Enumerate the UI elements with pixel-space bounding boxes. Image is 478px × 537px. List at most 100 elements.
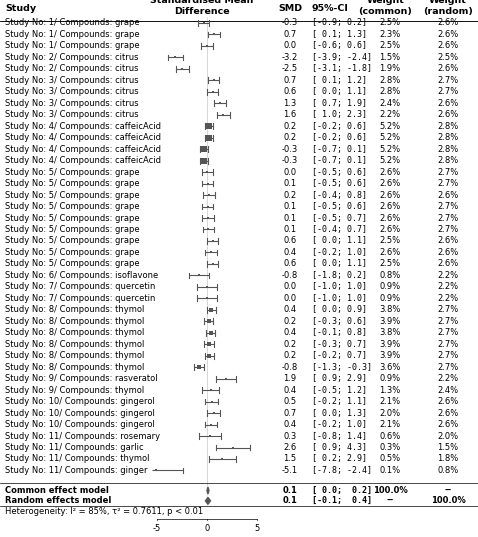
Text: [-7.8; -2.4]: [-7.8; -2.4] (312, 466, 372, 475)
Text: Study No: 2/ Compounds: citrus: Study No: 2/ Compounds: citrus (5, 53, 139, 62)
Text: 2.6%: 2.6% (380, 191, 401, 200)
Text: Study: Study (5, 4, 36, 12)
Text: 1.5%: 1.5% (437, 443, 458, 452)
Text: 0.1: 0.1 (283, 214, 296, 222)
Text: 2.4%: 2.4% (380, 99, 401, 108)
Text: Weight
(random): Weight (random) (423, 0, 473, 16)
Text: 0.2: 0.2 (283, 317, 296, 326)
Text: 2.4%: 2.4% (437, 386, 458, 395)
Text: Study No: 5/ Compounds: grape: Study No: 5/ Compounds: grape (5, 202, 140, 211)
Text: 3.6%: 3.6% (380, 362, 401, 372)
Text: [-0.4; 0.8]: [-0.4; 0.8] (312, 191, 367, 200)
Text: 0: 0 (204, 524, 209, 533)
Text: Study No: 8/ Compounds: thymol: Study No: 8/ Compounds: thymol (5, 317, 144, 326)
Text: 0.7: 0.7 (283, 76, 297, 85)
Text: [ 1.0; 2.3]: [ 1.0; 2.3] (312, 110, 367, 119)
Text: [-0.2; 0.6]: [-0.2; 0.6] (312, 133, 367, 142)
Text: -0.3: -0.3 (282, 18, 298, 27)
Text: 2.8%: 2.8% (437, 144, 458, 154)
Text: 1.8%: 1.8% (437, 454, 458, 463)
Text: 2.6%: 2.6% (437, 99, 458, 108)
Text: Study No: 8/ Compounds: thymol: Study No: 8/ Compounds: thymol (5, 328, 144, 337)
Text: 0.7: 0.7 (283, 409, 297, 418)
Text: 2.6%: 2.6% (437, 18, 458, 27)
Text: 0.5: 0.5 (283, 397, 296, 406)
Text: 0.9%: 0.9% (380, 282, 401, 292)
Text: 2.6%: 2.6% (437, 236, 458, 245)
Text: Study No: 11/ Compounds: garlic: Study No: 11/ Compounds: garlic (5, 443, 143, 452)
Text: [-0.9; 0.2]: [-0.9; 0.2] (312, 18, 367, 27)
Text: [-3.1; -1.8]: [-3.1; -1.8] (312, 64, 372, 74)
Text: Study No: 11/ Compounds: ginger: Study No: 11/ Compounds: ginger (5, 466, 148, 475)
Text: 2.6%: 2.6% (380, 225, 401, 234)
Text: 2.2%: 2.2% (437, 271, 458, 280)
Text: 2.6%: 2.6% (437, 248, 458, 257)
Text: 2.6%: 2.6% (437, 409, 458, 418)
Text: 0.1: 0.1 (282, 496, 297, 505)
Text: 2.7%: 2.7% (437, 168, 458, 177)
Text: [-0.1; 0.8]: [-0.1; 0.8] (312, 328, 367, 337)
Text: 5.2%: 5.2% (380, 133, 401, 142)
Text: -5: -5 (152, 524, 161, 533)
Text: SMD: SMD (278, 4, 302, 12)
Text: 2.5%: 2.5% (380, 41, 401, 50)
Text: [ 0.7; 1.9]: [ 0.7; 1.9] (312, 99, 367, 108)
Text: 0.6%: 0.6% (380, 432, 401, 440)
Text: [-0.2; 0.6]: [-0.2; 0.6] (312, 122, 367, 130)
Text: [-0.7; 0.1]: [-0.7; 0.1] (312, 156, 367, 165)
Text: 2.5%: 2.5% (380, 259, 401, 268)
Text: Study No: 5/ Compounds: grape: Study No: 5/ Compounds: grape (5, 179, 140, 188)
Text: 1.9: 1.9 (283, 374, 296, 383)
Text: 0.1%: 0.1% (380, 466, 401, 475)
Text: [ 0.0; 1.1]: [ 0.0; 1.1] (312, 236, 367, 245)
Text: 2.7%: 2.7% (437, 88, 458, 96)
Text: [-1.3; -0.3]: [-1.3; -0.3] (312, 362, 372, 372)
Text: 3.9%: 3.9% (380, 317, 401, 326)
Text: [-0.1;  0.4]: [-0.1; 0.4] (312, 496, 372, 505)
Text: Study No: 11/ Compounds: rosemary: Study No: 11/ Compounds: rosemary (5, 432, 160, 440)
Text: 2.2%: 2.2% (437, 294, 458, 303)
Text: Study No: 10/ Compounds: gingerol: Study No: 10/ Compounds: gingerol (5, 420, 155, 429)
Text: Study No: 1/ Compounds: grape: Study No: 1/ Compounds: grape (5, 18, 140, 27)
Text: 0.8%: 0.8% (437, 466, 458, 475)
Text: [ 0.0; 1.1]: [ 0.0; 1.1] (312, 259, 367, 268)
Text: [ 0.9; 2.9]: [ 0.9; 2.9] (312, 374, 367, 383)
Text: Study No: 4/ Compounds: caffeicAcid: Study No: 4/ Compounds: caffeicAcid (5, 144, 161, 154)
Text: 2.6%: 2.6% (437, 259, 458, 268)
Text: 0.0: 0.0 (283, 282, 296, 292)
Text: 0.6: 0.6 (283, 236, 297, 245)
Text: 1.6: 1.6 (283, 110, 297, 119)
Text: Study No: 3/ Compounds: citrus: Study No: 3/ Compounds: citrus (5, 110, 139, 119)
Text: [-0.3; 0.7]: [-0.3; 0.7] (312, 340, 367, 349)
Text: 2.8%: 2.8% (380, 76, 401, 85)
Text: 0.1: 0.1 (283, 225, 296, 234)
Text: [ 0.1; 1.3]: [ 0.1; 1.3] (312, 30, 367, 39)
Text: [-0.2; 1.1]: [-0.2; 1.1] (312, 397, 367, 406)
Text: 0.9%: 0.9% (380, 294, 401, 303)
Text: 2.7%: 2.7% (437, 225, 458, 234)
Text: Weight
(common): Weight (common) (358, 0, 412, 16)
Text: Study No: 8/ Compounds: thymol: Study No: 8/ Compounds: thymol (5, 340, 144, 349)
Text: [-0.5; 0.6]: [-0.5; 0.6] (312, 179, 367, 188)
Text: [ 0.9; 4.3]: [ 0.9; 4.3] (312, 443, 367, 452)
Text: 0.6: 0.6 (283, 88, 297, 96)
Text: 2.7%: 2.7% (437, 202, 458, 211)
Text: 2.6%: 2.6% (380, 168, 401, 177)
Text: [ 0.2; 2.9]: [ 0.2; 2.9] (312, 454, 367, 463)
Text: 0.3: 0.3 (283, 432, 297, 440)
Text: 0.1: 0.1 (282, 486, 297, 495)
Text: Study No: 4/ Compounds: caffeicAcid: Study No: 4/ Compounds: caffeicAcid (5, 122, 161, 130)
Text: Common effect model: Common effect model (5, 486, 109, 495)
Text: 0.1: 0.1 (283, 179, 296, 188)
Text: Study No: 8/ Compounds: thymol: Study No: 8/ Compounds: thymol (5, 362, 144, 372)
Text: [-0.6; 0.6]: [-0.6; 0.6] (312, 41, 367, 50)
Text: 2.6%: 2.6% (437, 191, 458, 200)
Text: [ 0.0;  0.2]: [ 0.0; 0.2] (312, 486, 372, 495)
Text: 2.0%: 2.0% (437, 432, 458, 440)
Text: 5.2%: 5.2% (380, 144, 401, 154)
Text: -0.3: -0.3 (282, 144, 298, 154)
Text: Random effects model: Random effects model (5, 496, 111, 505)
Text: 5.2%: 5.2% (380, 122, 401, 130)
Text: Study No: 5/ Compounds: grape: Study No: 5/ Compounds: grape (5, 248, 140, 257)
Text: 0.2: 0.2 (283, 122, 296, 130)
